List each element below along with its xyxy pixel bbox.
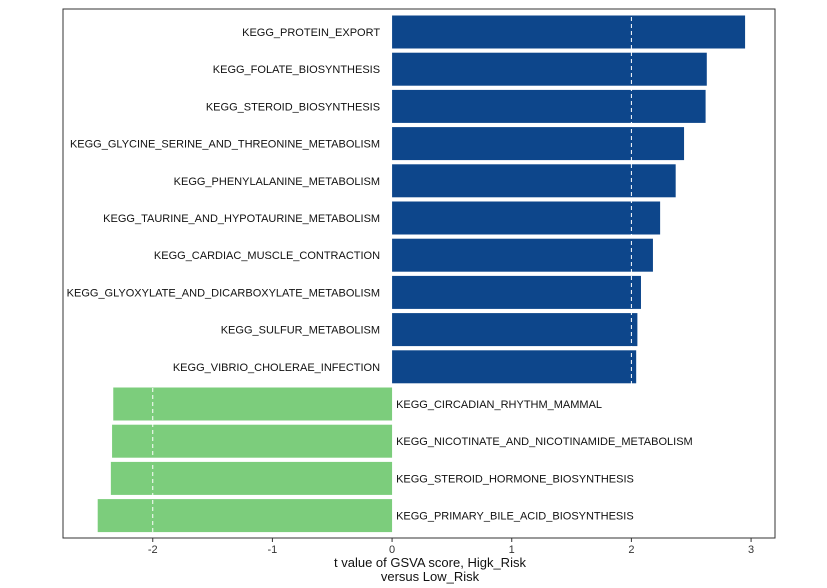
x-axis-title-line-1: t value of GSVA score, Higk_Risk bbox=[334, 555, 526, 570]
x-tick-label: 0 bbox=[389, 544, 395, 556]
bars-layer bbox=[97, 15, 746, 533]
bar bbox=[392, 52, 707, 86]
category-label: KEGG_CIRCADIAN_RHYTHM_MAMMAL bbox=[396, 399, 602, 411]
category-label: KEGG_VIBRIO_CHOLERAE_INFECTION bbox=[173, 362, 380, 374]
category-label: KEGG_NICOTINATE_AND_NICOTINAMIDE_METABOL… bbox=[396, 436, 693, 448]
bar bbox=[113, 387, 393, 421]
bar bbox=[392, 275, 641, 309]
bar bbox=[392, 164, 676, 198]
x-tick-label: -1 bbox=[268, 544, 278, 556]
category-label: KEGG_GLYOXYLATE_AND_DICARBOXYLATE_METABO… bbox=[67, 287, 380, 299]
bar bbox=[392, 15, 746, 49]
bar bbox=[392, 201, 661, 235]
x-tick-label: 1 bbox=[509, 544, 515, 556]
plot-panel-border bbox=[62, 8, 776, 539]
x-tick-label: 2 bbox=[628, 544, 634, 556]
x-tick-label: -2 bbox=[148, 544, 158, 556]
bar bbox=[392, 127, 685, 161]
x-axis-title-line-2: versus Low_Risk bbox=[381, 569, 480, 584]
bar bbox=[97, 499, 393, 533]
x-axis-ticks: -2 -1 0 1 2 3 bbox=[148, 538, 754, 556]
bar bbox=[392, 313, 638, 347]
category-label: KEGG_STEROID_BIOSYNTHESIS bbox=[206, 101, 380, 113]
category-label: KEGG_GLYCINE_SERINE_AND_THREONINE_METABO… bbox=[70, 139, 380, 151]
category-label: KEGG_STEROID_HORMONE_BIOSYNTHESIS bbox=[396, 473, 634, 485]
bar bbox=[392, 89, 706, 123]
category-label: KEGG_PRIMARY_BILE_ACID_BIOSYNTHESIS bbox=[396, 511, 634, 523]
category-label: KEGG_FOLATE_BIOSYNTHESIS bbox=[213, 64, 380, 76]
reference-lines bbox=[152, 10, 632, 537]
category-label: KEGG_SULFUR_METABOLISM bbox=[221, 325, 380, 337]
bar bbox=[392, 238, 653, 272]
category-label: KEGG_CARDIAC_MUSCLE_CONTRACTION bbox=[154, 250, 380, 262]
bar bbox=[112, 424, 393, 458]
category-labels: KEGG_PROTEIN_EXPORT KEGG_FOLATE_BIOSYNTHE… bbox=[67, 27, 693, 523]
bar bbox=[392, 350, 637, 384]
x-tick-label: 3 bbox=[748, 544, 754, 556]
category-label: KEGG_PHENYLALANINE_METABOLISM bbox=[174, 176, 380, 188]
bar bbox=[110, 461, 393, 495]
category-label: KEGG_PROTEIN_EXPORT bbox=[242, 27, 380, 39]
category-label: KEGG_TAURINE_AND_HYPOTAURINE_METABOLISM bbox=[103, 213, 380, 225]
